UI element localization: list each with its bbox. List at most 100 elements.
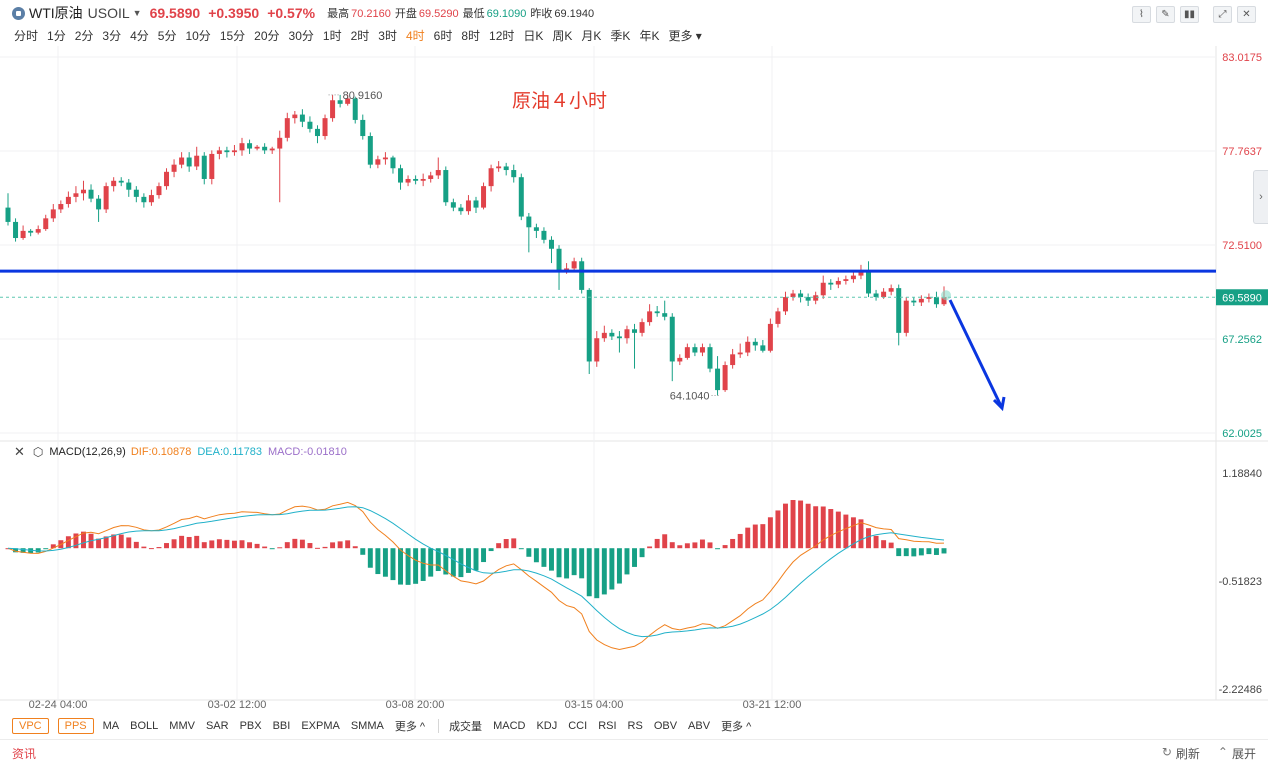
macd-histogram-bar <box>609 548 615 590</box>
period-tab[interactable]: 季K <box>610 29 631 43</box>
candle-body <box>654 311 660 314</box>
candle-body <box>164 171 170 187</box>
macd-settings-icon[interactable]: ⬡ <box>32 445 44 459</box>
macd-histogram-bar <box>231 540 237 549</box>
main-indicator[interactable]: MA <box>102 720 120 732</box>
macd-histogram-bar <box>171 539 177 549</box>
candle-body <box>465 200 471 212</box>
period-tab[interactable]: 12时 <box>489 29 515 43</box>
pen-icon[interactable]: ✎ <box>1156 6 1175 23</box>
period-tab[interactable]: 1时 <box>322 29 342 43</box>
side-panel-toggle-icon[interactable]: › <box>1253 170 1268 224</box>
sub-indicator[interactable]: OBV <box>653 720 678 732</box>
refresh-button[interactable]: 刷新 <box>1175 747 1200 761</box>
candle-body <box>632 329 638 333</box>
candle-body <box>745 341 751 353</box>
candle-body <box>111 180 117 187</box>
candle-body <box>171 164 177 172</box>
macd-histogram-bar <box>850 517 856 549</box>
sub-indicator[interactable]: 更多 ^ <box>721 721 752 733</box>
candle-icon[interactable]: ▮▮ <box>1180 6 1199 23</box>
sub-indicator[interactable]: 成交量 <box>449 721 483 733</box>
macd-histogram-bar <box>65 536 71 549</box>
line-chart-icon[interactable]: ⌇ <box>1132 6 1151 23</box>
macd-histogram-bar <box>549 548 554 571</box>
current-price-tag <box>1216 289 1268 306</box>
news-tab[interactable]: 资讯 <box>12 747 37 761</box>
period-tab[interactable]: 月K <box>581 29 602 43</box>
symbol-dropdown-icon[interactable]: ▼ <box>132 8 142 18</box>
main-indicator[interactable]: 更多 ^ <box>394 721 426 733</box>
candle-body <box>398 168 404 183</box>
macd-histogram-bar <box>322 546 328 549</box>
period-tab[interactable]: 15分 <box>219 29 246 43</box>
main-indicator[interactable]: EXPMA <box>301 720 340 732</box>
macd-histogram-bar <box>345 540 351 549</box>
macd-histogram-bar <box>398 548 403 585</box>
period-tab[interactable]: 2分 <box>74 29 94 43</box>
close-macd-icon[interactable]: ✕ <box>14 444 25 459</box>
main-indicator[interactable]: BBI <box>272 720 291 732</box>
period-tab[interactable]: 3分 <box>102 29 122 43</box>
expand-button[interactable]: 展开 <box>1231 747 1256 761</box>
candle-body <box>881 291 887 298</box>
period-tab[interactable]: 日K <box>523 29 544 43</box>
period-tab[interactable]: 1分 <box>47 29 66 43</box>
sub-indicator[interactable]: RSI <box>598 720 617 732</box>
period-tab[interactable]: 8时 <box>461 29 481 43</box>
period-tab[interactable]: 周K <box>552 29 573 43</box>
macd-histogram-bar <box>828 509 834 549</box>
main-indicator[interactable]: SAR <box>205 720 229 732</box>
main-indicator[interactable]: PBX <box>239 720 262 732</box>
period-tab[interactable]: 5分 <box>157 29 177 43</box>
refresh-icon[interactable]: ↻ <box>1161 745 1172 759</box>
sub-indicator[interactable]: MACD <box>493 720 526 732</box>
close-icon[interactable]: ✕ <box>1237 6 1256 23</box>
macd-histogram-bar <box>798 500 804 549</box>
kline-chart[interactable]: 83.0175 77.7637 72.5100 67.2562 62.0025 80.91… <box>0 46 1268 713</box>
period-tab[interactable]: 年K <box>639 29 660 43</box>
main-indicator[interactable]: MMV <box>169 720 195 732</box>
macd-histogram-bar <box>790 500 796 549</box>
indicator-toggle[interactable]: VPC <box>12 718 49 734</box>
period-tab[interactable]: 4分 <box>130 29 149 43</box>
symbol-code[interactable]: USOIL <box>87 5 130 21</box>
main-indicator[interactable]: SMMA <box>350 720 384 732</box>
macd-histogram-bar <box>118 534 124 549</box>
indicator-toggle[interactable]: PPS <box>57 718 94 734</box>
period-tab[interactable]: 6时 <box>433 29 453 43</box>
macd-histogram-bar <box>224 539 230 549</box>
candle-body <box>813 295 819 301</box>
price-axis-label: 83.0175 <box>1222 52 1262 64</box>
candle-body <box>352 98 358 120</box>
candle-body <box>201 155 207 179</box>
candle-body <box>526 216 532 228</box>
macd-histogram-bar <box>20 548 26 553</box>
candle-body <box>367 136 373 165</box>
chart-tools: ⌇ ✎ ▮▮ ⤢ ✕ <box>1127 6 1256 23</box>
period-tab[interactable]: 10分 <box>185 29 211 43</box>
candle-body <box>888 288 894 292</box>
sub-indicator[interactable]: ABV <box>688 720 711 732</box>
candle-body <box>548 239 554 249</box>
sub-indicator[interactable]: KDJ <box>536 720 558 732</box>
candle-body <box>80 189 86 194</box>
period-tab[interactable]: 分时 <box>14 29 39 43</box>
candle-body <box>669 316 675 362</box>
stat-label: 最低 <box>462 8 485 20</box>
macd-histogram-bar <box>156 547 162 549</box>
period-tab[interactable]: 4时 <box>405 29 425 43</box>
period-tab[interactable]: 3时 <box>378 29 397 43</box>
expand-up-icon[interactable]: ⌃ <box>1217 745 1228 759</box>
main-indicator[interactable]: BOLL <box>130 720 159 732</box>
macd-histogram-bar <box>164 543 169 549</box>
period-tab[interactable]: 20分 <box>254 29 280 43</box>
expand-icon[interactable]: ⤢ <box>1213 6 1232 23</box>
candle-body <box>5 207 11 222</box>
period-tab[interactable]: 更多 ▾ <box>668 29 702 43</box>
sub-indicator[interactable]: RS <box>627 720 643 732</box>
period-tab[interactable]: 30分 <box>288 29 314 43</box>
macd-histogram-bar <box>284 542 290 549</box>
period-tab[interactable]: 2时 <box>350 29 370 43</box>
sub-indicator[interactable]: CCI <box>568 720 588 732</box>
